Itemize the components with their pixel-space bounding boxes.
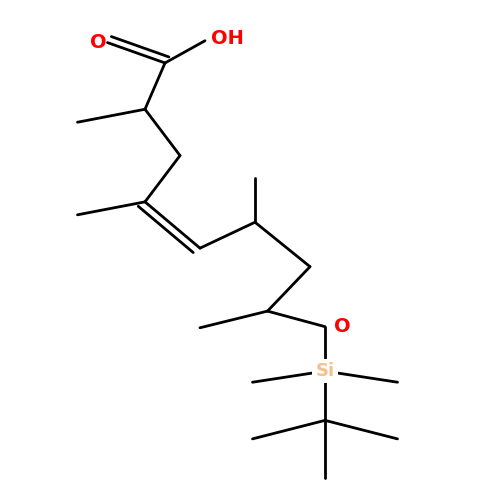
Text: Si: Si xyxy=(316,362,334,380)
Text: O: O xyxy=(90,33,107,52)
Text: OH: OH xyxy=(211,30,244,48)
Text: O: O xyxy=(334,317,350,336)
